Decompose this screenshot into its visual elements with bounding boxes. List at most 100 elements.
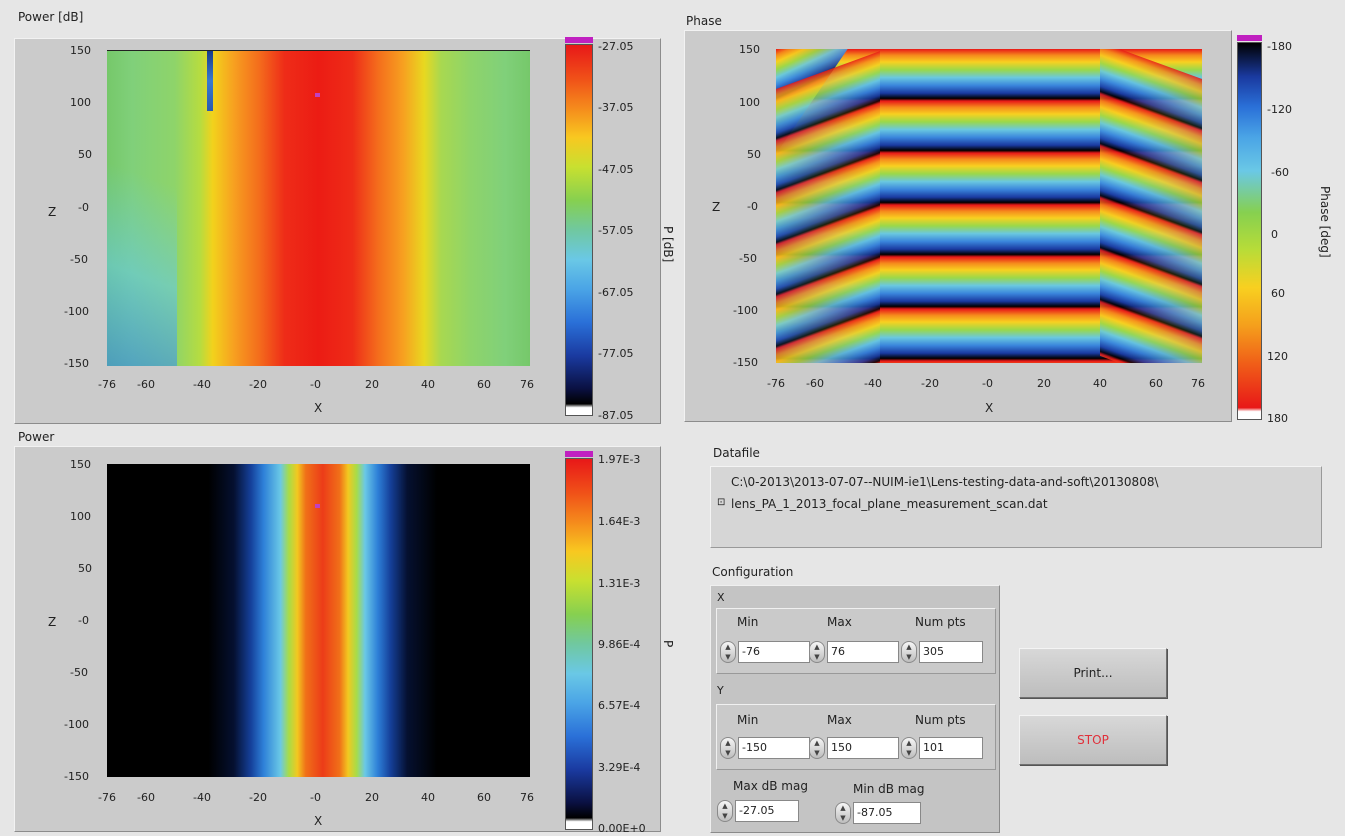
print-button[interactable]: Print... [1019,648,1167,698]
power-db-lowlevel-region [107,51,177,366]
x-tick: 40 [421,378,435,391]
colorbar-label: Phase [deg] [1318,186,1332,258]
x-tick: -76 [98,791,116,804]
y-tick: -150 [64,770,89,783]
colorbar-tick: 9.86E-4 [598,638,641,651]
stop-button[interactable]: STOP [1019,715,1167,765]
colorbar-tick: 180 [1267,412,1288,425]
y-tick: -150 [64,357,89,370]
y-min-input[interactable]: -150 [738,737,810,759]
configuration-cluster: X Min Max Num pts ▲ ▼ -76 ▲ ▼ 76 ▲ ▼ 305 Y … [710,585,1000,833]
datafile-label: Datafile [713,446,760,460]
y-max-label: Max [827,713,852,727]
colorbar-max-marker[interactable] [565,37,593,43]
x-min-label: Min [737,615,759,629]
x-group-label: X [717,591,725,604]
x-tick: -0 [310,378,321,391]
x-axis-label: X [314,401,323,415]
phase-title: Phase [686,14,722,28]
x-numpts-input[interactable]: 305 [919,641,983,663]
y-tick: -100 [733,304,758,317]
x-tick: 60 [1149,377,1163,390]
phase-heatmap[interactable] [776,49,1202,363]
min-db-control[interactable]: ▲ ▼ -87.05 [835,802,923,824]
power-colorbar [565,458,593,830]
browse-icon[interactable]: ⊡ [717,497,726,508]
spinner-icon[interactable]: ▲ ▼ [809,737,825,759]
x-tick: 40 [421,791,435,804]
y-tick: -0 [78,201,89,214]
spinner-icon[interactable]: ▲ ▼ [720,737,736,759]
max-db-input[interactable]: -27.05 [735,800,799,822]
y-numpts-label: Num pts [915,713,966,727]
phase-colorbar [1237,42,1262,420]
y-tick: 50 [78,148,92,161]
x-max-label: Max [827,615,852,629]
y-axis-label: Z [712,200,721,214]
colorbar-max-marker[interactable] [1237,35,1262,41]
y-numpts-input[interactable]: 101 [919,737,983,759]
x-range-group: Min Max Num pts ▲ ▼ -76 ▲ ▼ 76 ▲ ▼ 305 [716,608,996,674]
x-tick: 76 [520,378,534,391]
x-tick: -20 [249,791,267,804]
max-db-label: Max dB mag [733,779,808,793]
spinner-icon[interactable]: ▲ ▼ [809,641,825,663]
y-tick: 150 [70,458,91,471]
y-range-group: Min Max Num pts ▲ ▼ -150 ▲ ▼ 150 ▲ ▼ 101 [716,704,996,770]
x-tick: -60 [137,791,155,804]
colorbar-tick: 1.31E-3 [598,577,641,590]
spinner-icon[interactable]: ▲ ▼ [901,641,917,663]
x-min-input[interactable]: -76 [738,641,810,663]
x-tick: -76 [767,377,785,390]
y-max-control[interactable]: ▲ ▼ 150 [809,737,901,759]
x-tick: 60 [477,378,491,391]
x-min-control[interactable]: ▲ ▼ -76 [720,641,812,663]
x-numpts-label: Num pts [915,615,966,629]
datafile-path-line2: lens_PA_1_2013_focal_plane_measurement_s… [731,497,1048,511]
colorbar-tick: -87.05 [598,409,634,422]
colorbar-tick: -27.05 [598,40,634,53]
power-db-cursor[interactable] [315,93,320,97]
x-tick: 20 [365,378,379,391]
power-db-title: Power [dB] [18,10,84,24]
x-max-input[interactable]: 76 [827,641,899,663]
y-tick: -50 [70,666,88,679]
y-tick: -0 [747,200,758,213]
y-tick: -0 [78,614,89,627]
colorbar-tick: 1.97E-3 [598,453,641,466]
spinner-icon[interactable]: ▲ ▼ [901,737,917,759]
x-numpts-control[interactable]: ▲ ▼ 305 [901,641,987,663]
y-tick: -150 [733,356,758,369]
colorbar-tick: -60 [1271,166,1289,179]
y-numpts-control[interactable]: ▲ ▼ 101 [901,737,987,759]
y-min-control[interactable]: ▲ ▼ -150 [720,737,812,759]
x-tick: -0 [982,377,993,390]
power-db-colorbar [565,44,593,416]
x-tick: -40 [864,377,882,390]
spinner-icon[interactable]: ▲ ▼ [717,800,733,822]
colorbar-label: P [dB] [661,226,675,263]
colorbar-max-marker[interactable] [565,451,593,457]
colorbar-tick: -67.05 [598,286,634,299]
y-tick: 150 [70,44,91,57]
y-max-input[interactable]: 150 [827,737,899,759]
phase-right-diagonal [1100,49,1202,363]
y-tick: 100 [70,96,91,109]
phase-left-diagonal [776,51,880,363]
y-tick: 100 [739,96,760,109]
power-cursor[interactable] [315,504,320,508]
x-tick: 20 [365,791,379,804]
y-tick: -50 [70,253,88,266]
power-db-artifact [207,51,213,111]
datafile-path-field[interactable]: C:\0-2013\2013-07-07--NUIM-ie1\Lens-test… [710,466,1322,548]
y-axis-label: Z [48,205,57,219]
spinner-icon[interactable]: ▲ ▼ [835,802,851,824]
x-max-control[interactable]: ▲ ▼ 76 [809,641,901,663]
colorbar-tick: 3.29E-4 [598,761,641,774]
spinner-icon[interactable]: ▲ ▼ [720,641,736,663]
power-db-heatmap[interactable] [107,50,530,366]
min-db-input[interactable]: -87.05 [853,802,921,824]
max-db-control[interactable]: ▲ ▼ -27.05 [717,800,801,822]
colorbar-tick: 6.57E-4 [598,699,641,712]
power-heatmap[interactable] [107,464,530,777]
